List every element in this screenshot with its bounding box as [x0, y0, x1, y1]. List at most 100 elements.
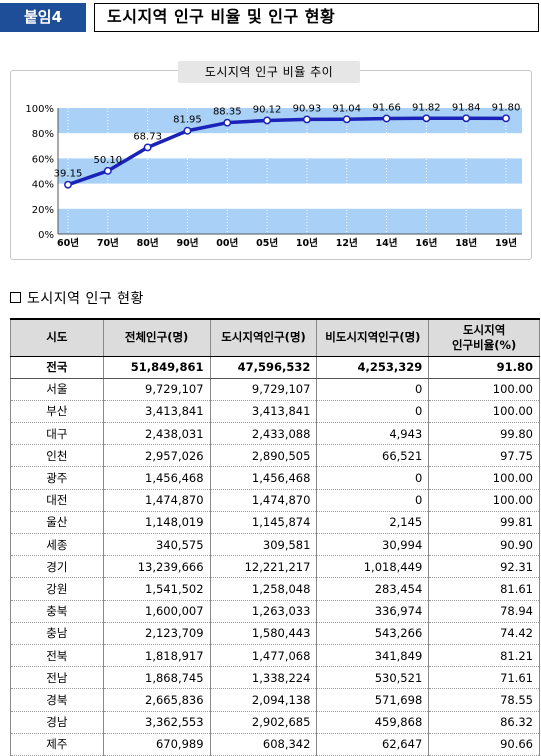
value-cell: 78.94 [428, 600, 540, 623]
value-cell: 3,413,841 [102, 400, 211, 424]
value-cell: 0 [316, 378, 430, 401]
data-point [302, 115, 311, 124]
value-cell: 92.31 [428, 555, 540, 579]
table-row: 대구 2,438,031 2,433,088 4,943 99.80 [10, 422, 540, 446]
region-cell: 제주 [10, 733, 104, 756]
data-label: 91.82 [412, 102, 441, 113]
value-cell: 100.00 [428, 466, 540, 490]
value-cell: 1,580,443 [209, 622, 318, 645]
x-tick-label: 00년 [216, 237, 238, 249]
value-cell: 90.90 [428, 533, 540, 557]
y-tick-label: 100% [25, 104, 54, 115]
data-point [462, 114, 471, 123]
region-cell: 충남 [10, 622, 104, 645]
region-cell: 경기 [10, 555, 104, 579]
value-cell: 1,456,468 [102, 466, 211, 490]
value-cell: 2,957,026 [102, 444, 211, 468]
data-label: 68.73 [133, 131, 162, 142]
value-cell: 459,868 [316, 711, 430, 734]
attachment-badge: 붙임4 [0, 3, 86, 32]
value-cell: 1,868,745 [102, 666, 211, 690]
value-cell: 91.80 [428, 356, 540, 379]
value-cell: 78.55 [428, 688, 540, 712]
region-cell: 경남 [10, 711, 104, 734]
column-header: 도시지역인구(명) [209, 318, 318, 357]
table-row: 서울 9,729,107 9,729,107 0 100.00 [10, 378, 540, 401]
x-tick-label: 80년 [137, 237, 159, 249]
value-cell: 2,123,709 [102, 622, 211, 645]
table-row: 경기 13,239,666 12,221,217 1,018,449 92.31 [10, 555, 540, 579]
value-cell: 1,477,068 [209, 644, 318, 668]
x-tick-label: 60년 [57, 237, 79, 249]
region-cell: 광주 [10, 466, 104, 490]
value-cell: 9,729,107 [102, 378, 211, 401]
table-row: 제주 670,989 608,342 62,647 90.66 [10, 733, 540, 756]
value-cell: 1,018,449 [316, 555, 430, 579]
value-cell: 1,818,917 [102, 644, 211, 668]
table-row: 경북 2,665,836 2,094,138 571,698 78.55 [10, 688, 540, 712]
value-cell: 2,094,138 [209, 688, 318, 712]
region-cell: 강원 [10, 577, 104, 601]
section-title-text: 도시지역 인구 현황 [27, 291, 144, 307]
value-cell: 1,263,033 [209, 600, 318, 623]
value-cell: 1,600,007 [102, 600, 211, 623]
y-tick-label: 0% [38, 230, 54, 241]
column-header: 시도 [10, 318, 104, 357]
value-cell: 670,989 [102, 733, 211, 756]
value-cell: 62,647 [316, 733, 430, 756]
value-cell: 99.81 [428, 511, 540, 535]
x-tick-label: 18년 [455, 237, 477, 249]
region-cell: 전국 [10, 356, 104, 379]
region-cell: 서울 [10, 378, 104, 401]
value-cell: 0 [316, 466, 430, 490]
grid-band [58, 158, 522, 184]
column-header: 전체인구(명) [102, 318, 211, 357]
value-cell: 100.00 [428, 378, 540, 401]
value-cell: 99.80 [428, 422, 540, 446]
data-point [382, 114, 391, 123]
region-cell: 세종 [10, 533, 104, 557]
value-cell: 4,943 [316, 422, 430, 446]
table-body: 전국 51,849,861 47,596,532 4,253,329 91.80 서울 9,… [10, 356, 540, 756]
value-cell: 100.00 [428, 489, 540, 512]
section-title: 도시지역 인구 현황 [10, 288, 144, 308]
value-cell: 340,575 [102, 533, 211, 557]
region-cell: 전남 [10, 666, 104, 690]
table-row: 대전 1,474,870 1,474,870 0 100.00 [10, 489, 540, 512]
value-cell: 47,596,532 [209, 356, 318, 379]
value-cell: 1,474,870 [209, 489, 318, 512]
data-label: 91.04 [332, 103, 361, 114]
value-cell: 9,729,107 [209, 378, 318, 401]
value-cell: 571,698 [316, 688, 430, 712]
value-cell: 81.61 [428, 577, 540, 601]
region-cell: 경북 [10, 688, 104, 712]
data-label: 91.80 [492, 102, 521, 113]
table-row: 세종 340,575 309,581 30,994 90.90 [10, 533, 540, 557]
value-cell: 608,342 [209, 733, 318, 756]
table-row: 광주 1,456,468 1,456,468 0 100.00 [10, 466, 540, 490]
value-cell: 2,665,836 [102, 688, 211, 712]
value-cell: 1,145,874 [209, 511, 318, 535]
value-cell: 2,438,031 [102, 422, 211, 446]
table-row: 전북 1,818,917 1,477,068 341,849 81.21 [10, 644, 540, 668]
series-line [67, 116, 507, 187]
data-point [422, 114, 431, 123]
value-cell: 74.42 [428, 622, 540, 645]
data-point [342, 115, 351, 124]
value-cell: 0 [316, 400, 430, 424]
value-cell: 81.21 [428, 644, 540, 668]
grid-band [58, 208, 522, 234]
column-header: 비도시지역인구(명) [316, 318, 430, 357]
value-cell: 341,849 [316, 644, 430, 668]
region-cell: 충북 [10, 600, 104, 623]
region-cell: 인천 [10, 444, 104, 468]
data-point [223, 118, 232, 127]
y-tick-label: 60% [32, 154, 54, 165]
data-point [502, 114, 510, 123]
data-point [64, 180, 72, 189]
value-cell: 97.75 [428, 444, 540, 468]
data-label: 81.95 [173, 115, 202, 126]
table-header-row: 시도 전체인구(명) 도시지역인구(명) 비도시지역인구(명) 도시지역 인구비율(%) [10, 318, 540, 357]
data-label: 88.35 [213, 107, 242, 118]
value-cell: 1,258,048 [209, 577, 318, 601]
